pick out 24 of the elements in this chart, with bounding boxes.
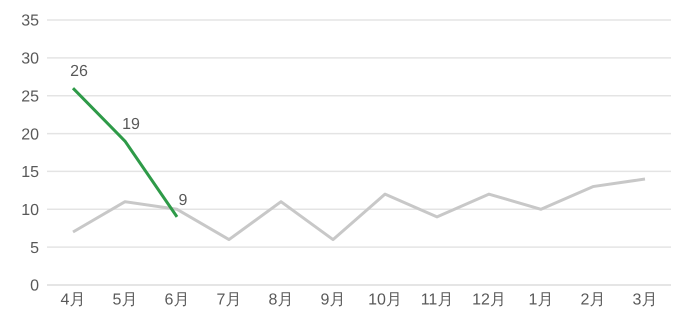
- y-tick-label: 35: [21, 12, 40, 30]
- line-series: [72, 178, 646, 242]
- x-tick-label: 5月: [112, 291, 138, 308]
- x-tick-label: 3月: [632, 291, 658, 308]
- y-tick-label: 5: [30, 240, 40, 257]
- y-tick-label: 10: [21, 202, 40, 219]
- x-tick-label: 10月: [368, 291, 402, 308]
- x-tick-label: 11月: [420, 291, 454, 308]
- x-tick-label: 12月: [472, 291, 506, 308]
- x-tick-label: 7月: [216, 291, 242, 308]
- y-tick-label: 0: [30, 278, 40, 295]
- x-tick-label: 8月: [268, 291, 294, 308]
- data-label: 9: [178, 192, 188, 209]
- x-tick-label: 6月: [164, 291, 190, 308]
- data-label: 19: [122, 116, 140, 134]
- y-tick-label: 30: [21, 50, 40, 68]
- y-tick-label: 25: [21, 88, 40, 106]
- y-tick-label: 20: [21, 126, 40, 144]
- data-label: 26: [70, 63, 88, 80]
- x-tick-label: 2月: [580, 291, 606, 308]
- x-tick-label: 4月: [60, 291, 86, 308]
- y-tick-label: 15: [21, 164, 40, 182]
- x-tick-label: 1月: [528, 291, 554, 308]
- x-tick-label: 9月: [320, 291, 346, 308]
